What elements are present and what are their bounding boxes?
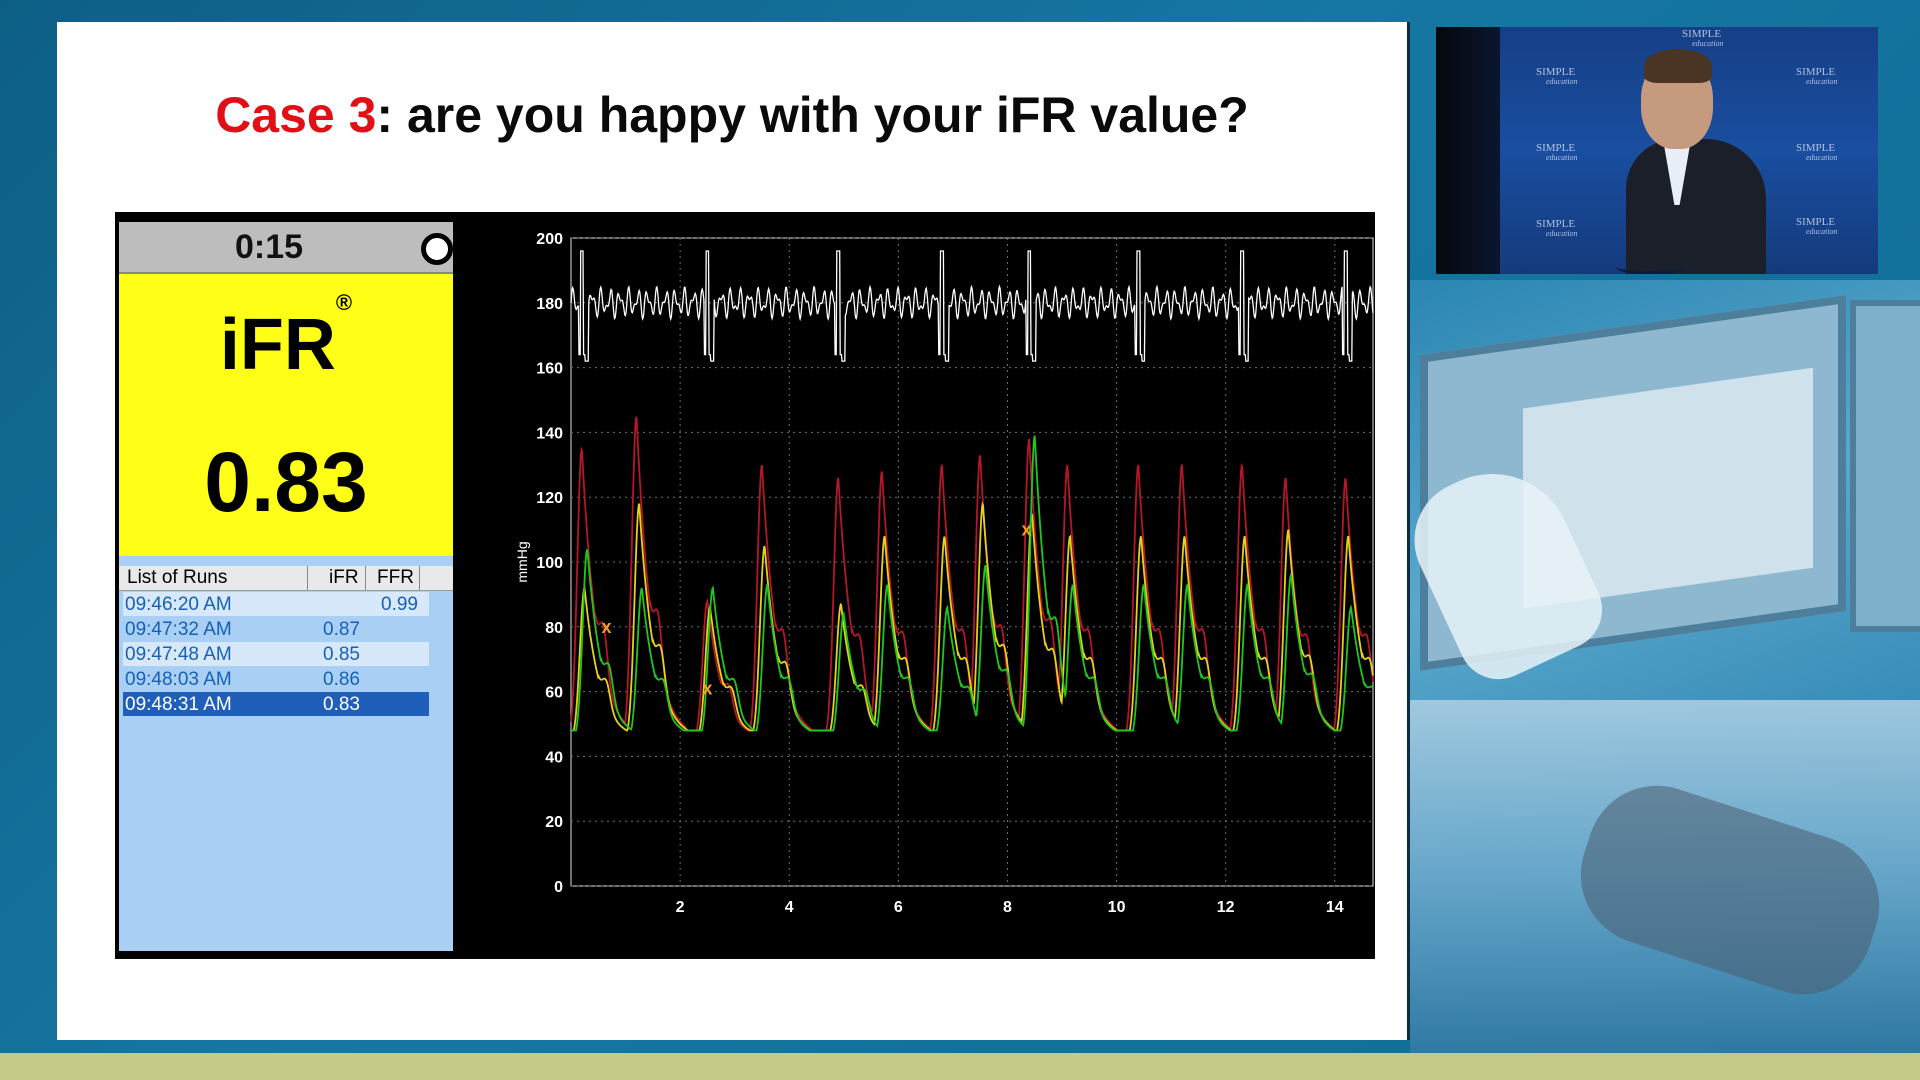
- x-tick-label: 2: [676, 899, 685, 916]
- y-tick-label: 40: [545, 749, 563, 766]
- y-tick-label: 200: [536, 231, 563, 248]
- marker-x: x: [702, 678, 712, 698]
- y-tick-label: 60: [545, 685, 563, 702]
- run-row[interactable]: 09:47:48 AM 0.85: [123, 642, 429, 666]
- y-tick-label: 180: [536, 296, 563, 313]
- microphone-stand: [1616, 259, 1686, 274]
- marker-x: x: [1022, 520, 1032, 540]
- bottom-banner: [0, 1053, 1920, 1080]
- run-time: 09:47:32 AM: [125, 619, 232, 640]
- y-tick-label: 140: [536, 425, 563, 442]
- run-row[interactable]: 09:46:20 AM 0.99: [123, 592, 429, 616]
- watermark-logo: SIMPLE education: [1796, 142, 1838, 163]
- run-ffr: 0.99: [381, 594, 418, 615]
- ifr-value: 0.83: [204, 435, 368, 529]
- cath-lab-photo: [1410, 280, 1920, 1053]
- x-tick-label: 12: [1217, 899, 1235, 916]
- timer: 0:15: [234, 228, 304, 266]
- slide-title: Case 3: are you happy with your iFR valu…: [57, 86, 1407, 144]
- run-row-selected[interactable]: 09:48:31 AM 0.83: [123, 692, 429, 716]
- y-tick-label: 160: [536, 361, 563, 378]
- y-tick-label: 80: [545, 620, 563, 637]
- watermark-logo: SIMPLE education: [1536, 218, 1578, 239]
- ifr-result-box: iFR® 0.83: [119, 274, 453, 556]
- pressure-trace-1: [570, 416, 1374, 732]
- column-divider: [365, 566, 366, 590]
- column-divider: [419, 566, 420, 590]
- y-tick-label: 0: [554, 879, 563, 896]
- speaker-hair: [1644, 49, 1712, 83]
- run-ifr: 0.85: [323, 644, 360, 665]
- x-tick-label: 8: [1003, 899, 1012, 916]
- run-ifr: 0.86: [323, 669, 360, 690]
- marker-x: x: [601, 617, 611, 637]
- x-tick-label: 14: [1326, 899, 1344, 916]
- timer-bar: 0:15: [119, 222, 453, 274]
- pressure-chart-svg: 0 20 40 60 80 100 120 140 160 180 200 2 4 6 8 10 12 14 mmH…: [514, 231, 1374, 916]
- slide-title-question: : are you happy with your iFR value?: [376, 87, 1249, 143]
- y-tick-label: 100: [536, 555, 563, 572]
- run-time: 09:48:03 AM: [125, 669, 232, 690]
- run-ifr: 0.87: [323, 619, 360, 640]
- speaker-body: [1626, 139, 1766, 274]
- run-time: 09:48:31 AM: [125, 694, 232, 715]
- ecg-trace: [570, 250, 1374, 362]
- ifr-panel: 0:15 iFR® 0.83 List of Runs iFR FFR 09:4…: [119, 222, 453, 951]
- runs-col-ffr: FFR: [377, 567, 414, 588]
- watermark-logo: SIMPLE education: [1682, 28, 1724, 49]
- presentation-slide: Case 3: are you happy with your iFR valu…: [57, 22, 1407, 1040]
- pressure-trace-3: [571, 435, 1374, 732]
- slide-divider: [1407, 22, 1410, 1040]
- column-divider: [307, 566, 308, 590]
- y-tick-label: 20: [545, 814, 563, 831]
- ifr-label: iFR®: [219, 290, 353, 385]
- runs-table-header: List of Runs iFR FFR: [119, 566, 453, 591]
- run-time: 09:47:48 AM: [125, 644, 232, 665]
- slide-title-case: Case 3: [215, 87, 377, 143]
- y-tick-label: 120: [536, 490, 563, 507]
- speaker-video: SIMPLE education SIMPLE education SIMPLE ed…: [1436, 27, 1878, 274]
- pressure-chart: 0 20 40 60 80 100 120 140 160 180 200 2 4 6 8 10 12 14 mmH…: [415, 212, 1375, 959]
- watermark-logo: SIMPLE education: [1796, 216, 1838, 237]
- pressure-monitor: 0:15 iFR® 0.83 List of Runs iFR FFR 09:4…: [115, 212, 1375, 959]
- runs-col-ifr: iFR: [329, 567, 359, 588]
- watermark-logo: SIMPLE education: [1536, 66, 1578, 87]
- run-ifr: 0.83: [323, 694, 360, 715]
- record-indicator-icon[interactable]: [421, 233, 453, 265]
- x-tick-label: 10: [1108, 899, 1126, 916]
- watermark-logo: SIMPLE education: [1796, 66, 1838, 87]
- watermark-logo: SIMPLE education: [1536, 142, 1578, 163]
- secondary-monitor: [1850, 300, 1920, 632]
- runs-col-list: List of Runs: [127, 567, 228, 588]
- video-dark-edge: [1436, 27, 1500, 274]
- run-row[interactable]: 09:48:03 AM 0.86: [123, 667, 429, 691]
- x-tick-label: 4: [785, 899, 794, 916]
- x-tick-label: 6: [894, 899, 903, 916]
- y-axis-label: mmHg: [514, 541, 530, 582]
- run-row[interactable]: 09:47:32 AM 0.87: [123, 617, 429, 641]
- run-time: 09:46:20 AM: [125, 594, 232, 615]
